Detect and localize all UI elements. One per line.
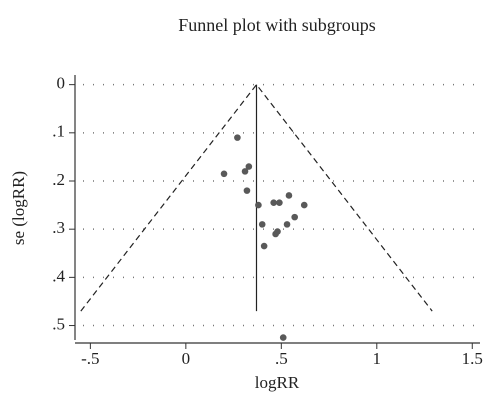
point [279, 334, 287, 341]
point [243, 187, 251, 194]
y-tick-label: .2 [52, 170, 65, 189]
x-tick-label: 1.5 [462, 349, 483, 368]
point [270, 199, 277, 206]
chart-title: Funnel plot with subgroups [178, 15, 376, 35]
point [258, 221, 266, 228]
x-tick-label: 1 [373, 349, 382, 368]
point [276, 199, 283, 206]
x-tick-label: .5 [275, 349, 288, 368]
x-tick-label: 0 [182, 349, 191, 368]
y-tick-label: .3 [52, 218, 65, 237]
point [220, 170, 228, 178]
point [291, 213, 298, 221]
point [241, 168, 249, 175]
x-tick-label: -.5 [81, 349, 99, 368]
point [234, 134, 241, 141]
point [260, 242, 268, 250]
y-tick-label: .5 [52, 314, 65, 333]
funnel-line [80, 83, 433, 312]
point [285, 192, 293, 199]
y-tick-label: .1 [52, 122, 65, 141]
point [255, 201, 262, 209]
point [300, 201, 308, 209]
y-axis-label: se (logRR) [9, 171, 28, 245]
point [245, 163, 253, 170]
y-tick-label: 0 [57, 74, 66, 93]
x-axis-label: logRR [255, 373, 300, 392]
point [274, 228, 281, 235]
y-tick-label: .4 [52, 266, 65, 285]
point [283, 221, 291, 228]
